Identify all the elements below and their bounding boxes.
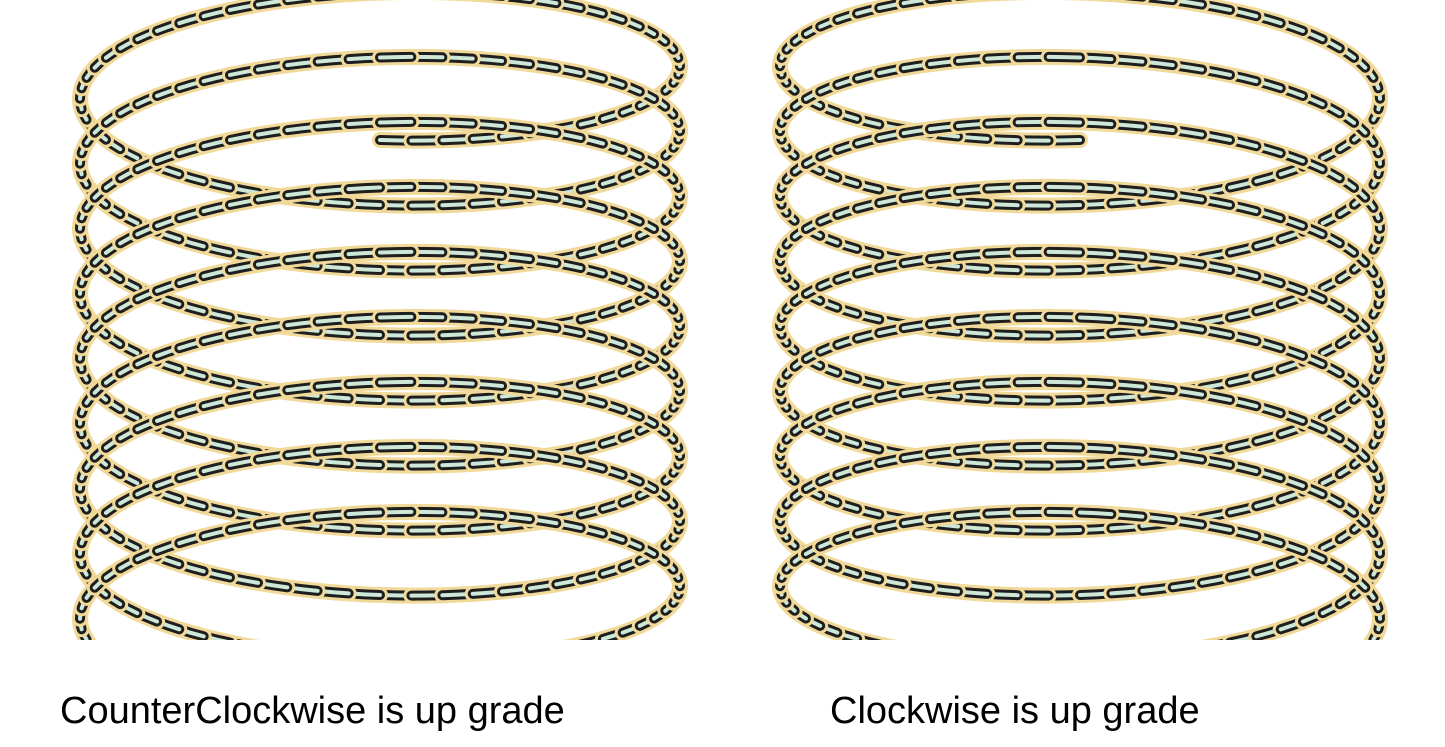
page: CounterClockwise is up grade Clockwise i…: [0, 0, 1445, 747]
helix-ccw: [40, 0, 720, 640]
caption-cw: Clockwise is up grade: [830, 690, 1200, 733]
helix-cw: [740, 0, 1420, 640]
caption-ccw: CounterClockwise is up grade: [60, 690, 565, 733]
